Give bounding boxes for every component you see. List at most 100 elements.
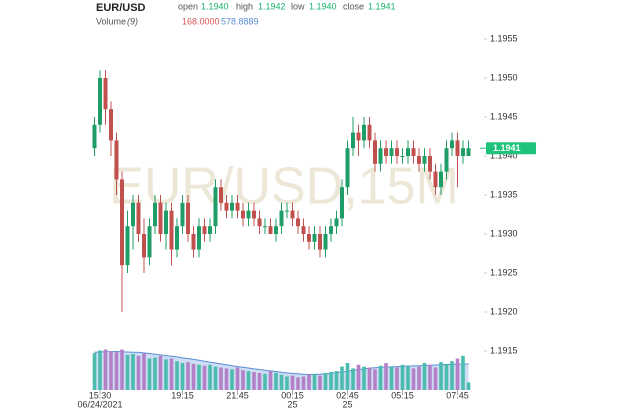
- volume-ma-line: [94, 351, 469, 375]
- volume-bar: [257, 372, 262, 390]
- volume-bar: [235, 367, 240, 390]
- close-label: close: [343, 1, 364, 11]
- volume-bar: [120, 349, 124, 390]
- candle-body: [131, 202, 135, 227]
- candle-body: [136, 202, 141, 234]
- volume-bar: [345, 363, 350, 390]
- candle-body: [219, 187, 223, 203]
- volume-bar: [307, 374, 311, 390]
- candle-body: [230, 202, 234, 211]
- volume-bar: [268, 371, 273, 390]
- volume-bar: [373, 369, 377, 390]
- candle-body: [411, 148, 416, 156]
- last-price-label: 1.1941: [493, 143, 521, 153]
- candle-body: [246, 210, 251, 219]
- volume-bar: [191, 363, 196, 390]
- volume-bar: [422, 363, 427, 390]
- candle-body: [384, 148, 388, 156]
- candle-body: [444, 148, 449, 172]
- candle-body: [334, 218, 339, 227]
- candle-body: [389, 148, 394, 156]
- volume-bar: [466, 382, 471, 390]
- volume-bar: [136, 355, 141, 390]
- volume-bar: [197, 364, 201, 390]
- volume-bar: [142, 353, 146, 390]
- volume-bar: [98, 350, 102, 390]
- volume-bar: [252, 372, 256, 390]
- candle-body: [235, 202, 240, 211]
- volume-bar: [213, 366, 218, 390]
- candle-body: [274, 226, 278, 234]
- candle-body: [329, 226, 333, 234]
- volume-bar: [389, 366, 394, 390]
- candle-body: [169, 210, 174, 250]
- candle-body: [345, 148, 350, 188]
- candle-body: [213, 187, 218, 227]
- volume-bar: [323, 372, 328, 390]
- candle-body: [125, 226, 130, 266]
- volume-bar: [362, 366, 366, 390]
- volume-bar: [208, 364, 212, 390]
- candle-body: [356, 132, 361, 141]
- candle-body: [285, 210, 289, 212]
- volume-bar: [296, 377, 300, 390]
- volume-bar: [125, 354, 130, 390]
- volume-bar: [384, 363, 388, 390]
- volume-bar: [186, 362, 190, 390]
- volume-bar: [428, 364, 432, 390]
- y-tick-label: 1.1945: [490, 111, 518, 121]
- volume-bar: [147, 358, 152, 390]
- volume-bar: [461, 355, 465, 390]
- candle-body: [455, 140, 460, 156]
- candle-body: [279, 210, 284, 227]
- volume-bar: [444, 363, 449, 390]
- candle-body: [263, 226, 267, 228]
- volume-ma-value: 578.8889: [221, 16, 259, 26]
- volume-bar: [114, 352, 119, 390]
- low-value: 1.1940: [309, 1, 337, 11]
- volume-bar: [279, 374, 284, 390]
- volume-bar: [290, 375, 295, 390]
- volume-bar: [219, 367, 223, 390]
- candle-body: [422, 156, 427, 164]
- candle-body: [367, 124, 372, 141]
- volume-bar: [395, 367, 399, 390]
- candle-body: [103, 78, 108, 110]
- volume-value: 168.0000: [182, 16, 220, 26]
- volume-bar: [400, 364, 405, 390]
- volume-bar: [109, 351, 113, 390]
- candle-body: [318, 234, 322, 250]
- candle-body: [373, 140, 377, 164]
- x-date-label: 25: [287, 399, 297, 409]
- volume-bar: [450, 361, 454, 390]
- candle-body: [98, 78, 102, 125]
- last-price-box: [486, 142, 536, 155]
- candle-body: [351, 132, 355, 149]
- candle-body: [362, 124, 366, 141]
- volume-bar: [103, 349, 108, 390]
- candle-body: [312, 234, 317, 242]
- volume-bar: [230, 369, 234, 390]
- y-tick-label: 1.1925: [490, 267, 518, 277]
- volume-bar: [164, 359, 168, 390]
- volume-bar: [334, 371, 339, 390]
- y-tick-label: 1.1955: [490, 33, 518, 43]
- volume-bar: [180, 363, 185, 390]
- x-date-label: 06/24/2021: [77, 399, 122, 409]
- candle-body: [224, 202, 229, 211]
- volume-bar: [351, 368, 355, 390]
- y-tick-label: 1.1930: [490, 228, 518, 238]
- volume-bar: [131, 354, 135, 390]
- candle-body: [153, 202, 157, 227]
- candle-body: [268, 226, 273, 234]
- volume-bar: [312, 373, 317, 390]
- candle-body: [307, 234, 311, 242]
- volume-bar: [169, 358, 174, 390]
- y-tick-label: 1.1915: [490, 345, 518, 355]
- candle-body: [439, 171, 443, 188]
- x-tick-label: 21:45: [226, 390, 249, 400]
- candle-body: [158, 202, 163, 234]
- volume-bar: [378, 365, 383, 390]
- x-tick-label: 02:45: [336, 390, 359, 400]
